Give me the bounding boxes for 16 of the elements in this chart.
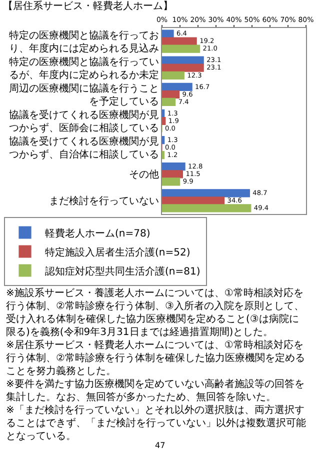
legend-label: 軽費老人ホーム(n=78) <box>45 227 150 240</box>
y-tick-label: 特定の医療機関と協議を行っており、年度内には定められる見込み <box>9 29 159 54</box>
text: ※「まだ検討を行っていない」とそれ以外の選択肢は、両方選択することはできず、「まだ検討を行っていない」以外は複数選択可能となっている。 <box>6 404 306 442</box>
y-tick-label: 特定の医療機関と協議を行っているが、年度内に定められるか未定 <box>9 56 159 81</box>
chart-title: 【居住系サービス・軽費老人ホーム】 <box>3 0 174 12</box>
y-tick-label: まだ検討を行っていない <box>49 195 159 208</box>
y-tick-label: 協議を受けてくれる医療機関が見つからず、医師会に相談している <box>9 109 159 134</box>
text: ※居住系サービス・軽費老人ホームについては、①常時相談対応を行う体制、②常時診療を行う体制を確保した協力医療機関を定めることを努力義務とした。 <box>6 339 305 377</box>
text: ※要件を満たす協力医療機関を定めていない高齢者施設等の回答を集計した。なお、無回答が多かったため、無回答を除いた。 <box>6 378 304 403</box>
y-tick-label: その他 <box>129 168 159 181</box>
legend-label: 特定施設入居者生活介護(n=52) <box>45 246 190 258</box>
legend-label: 認知症対応型共同生活介護(n=81) <box>45 265 200 278</box>
text: ※施設系サービス・養護老人ホームについては、①常時相談対応を行う体制、②常時診療を行う体制、③入所者の入院を原則として、受け入れる体制を確保した協力医療機関を定めること(③は病院に限る)を義務(令和9年3月31日までは経過措置期間)とした。 <box>6 287 304 338</box>
y-tick-label: 協議を受けてくれる医療機関が見つからず、自治体に相談している <box>9 136 159 161</box>
text: 47 <box>155 441 166 450</box>
y-tick-label: 周辺の医療機関に協議を行うことを予定している <box>9 82 159 108</box>
